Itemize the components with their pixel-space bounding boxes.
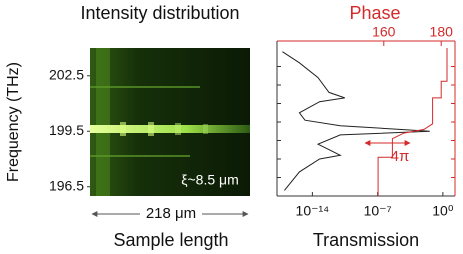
span-label-bg bbox=[140, 206, 202, 222]
y-tick-label: 196.5 bbox=[49, 177, 84, 193]
span-label: 218 μm bbox=[146, 205, 196, 222]
x-axis-label: Sample length bbox=[113, 230, 228, 250]
heatmap-image bbox=[90, 48, 250, 196]
x2-tick-label: 160 bbox=[372, 24, 396, 40]
x-axis-label: Transmission bbox=[313, 230, 419, 250]
x2-tick-label: 180 bbox=[430, 24, 454, 40]
chart-title: Phase bbox=[349, 3, 400, 23]
y-tick-label: 199.5 bbox=[49, 122, 84, 138]
annotation: 4π bbox=[391, 148, 410, 165]
chart-title: Intensity distribution bbox=[80, 3, 239, 23]
y-axis-label: Frequency (THz) bbox=[5, 62, 22, 182]
y-tick-label: 202.5 bbox=[49, 66, 84, 82]
series-line bbox=[282, 51, 430, 191]
x-tick-label: 10⁻¹⁴ bbox=[296, 203, 330, 219]
series-line bbox=[377, 48, 448, 196]
annotation: ξ~8.5 μm bbox=[181, 172, 239, 188]
x-tick-label: 10⁻⁷ bbox=[364, 203, 392, 219]
x-tick-label: 10⁰ bbox=[432, 203, 454, 219]
